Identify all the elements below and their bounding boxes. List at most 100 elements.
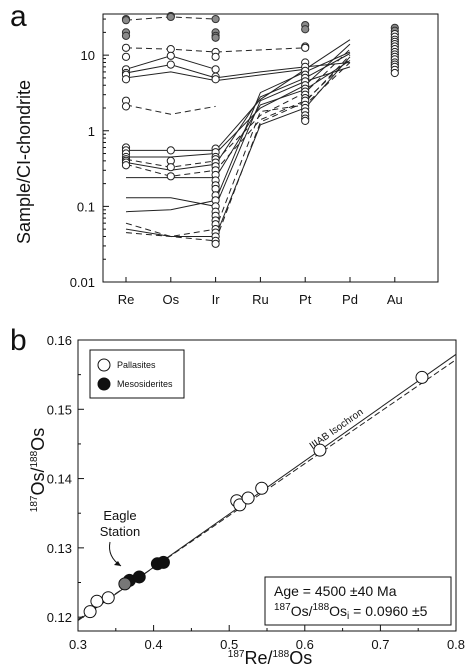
panel-a-ticks bbox=[103, 18, 396, 283]
panel-a-series-lines bbox=[125, 16, 351, 242]
panel-a-x-tick-label: Ir bbox=[212, 292, 221, 307]
panel-a-series-line bbox=[126, 39, 351, 151]
legend: Pallasites Mesosiderites bbox=[89, 349, 185, 399]
pallasite-point bbox=[241, 491, 255, 505]
panel-b-y-tick-label: 0.15 bbox=[47, 402, 72, 417]
panel-b-y-tick-label: 0.12 bbox=[47, 610, 72, 625]
initial-sup2: 188 bbox=[312, 602, 329, 613]
panel-a-point-open bbox=[211, 65, 220, 74]
panel-b-y-tick-label: 0.16 bbox=[47, 333, 72, 348]
panel-a-y-tick-label: 10 bbox=[81, 48, 95, 63]
panel-a-point-open bbox=[301, 43, 310, 52]
mesosiderite-point bbox=[132, 570, 146, 584]
legend-label-mesosiderites: Mesosiderites bbox=[117, 379, 173, 389]
pallasite-point bbox=[233, 498, 247, 512]
mesosiderite-point bbox=[156, 555, 170, 569]
y-title-base2: Os bbox=[28, 428, 48, 451]
panel-b-label: b bbox=[10, 324, 27, 357]
eagle-station-line1: Eagle bbox=[103, 508, 136, 523]
panel-a-series-line bbox=[126, 60, 351, 179]
panel-a-point-filled bbox=[121, 16, 131, 25]
panel-a-series-line bbox=[125, 48, 351, 168]
info-box-age: Age = 4500 ±40 Ma bbox=[274, 583, 397, 599]
legend-marker-filled bbox=[97, 377, 111, 391]
pallasite-point bbox=[255, 481, 269, 495]
eagle-station-annotation: Eagle Station bbox=[100, 508, 140, 567]
panel-b-y-tick-label: 0.14 bbox=[47, 472, 72, 487]
panel-a-series-line bbox=[125, 53, 351, 171]
panel-a-point-open bbox=[121, 161, 131, 170]
panel-b-points bbox=[83, 370, 429, 619]
panel-b-x-tick-label: 0.5 bbox=[220, 637, 238, 652]
panel-a-x-tick-label: Au bbox=[387, 292, 403, 307]
initial-sup1: 187 bbox=[274, 602, 291, 613]
info-box-frame bbox=[264, 576, 452, 626]
legend-label-pallasites: Pallasites bbox=[117, 360, 156, 370]
panel-b-x-tick-labels: 0.3 0.4 0.5 0.6 0.7 0.8 bbox=[69, 637, 465, 652]
panel-a-point-open bbox=[121, 43, 131, 52]
info-box-initial-ratio: 187Os/188Osi = 0.0960 ±5 bbox=[274, 602, 428, 622]
panel-a-point-open bbox=[166, 60, 175, 69]
pallasite-point bbox=[415, 370, 429, 384]
legend-marker-open bbox=[97, 358, 111, 372]
panel-a-y-tick-label: 1 bbox=[88, 124, 95, 139]
panel-a-point-filled bbox=[211, 33, 220, 42]
panel-a-point-filled bbox=[301, 25, 310, 34]
panel-a-x-tick-label: Ru bbox=[252, 292, 269, 307]
panel-a-y-tick-label: 0.1 bbox=[77, 199, 95, 214]
eagle-station-line2: Station bbox=[100, 524, 140, 539]
panel-a-x-tick-label: Re bbox=[118, 292, 135, 307]
pallasite-point bbox=[101, 591, 115, 605]
panel-a-point-open bbox=[211, 239, 220, 248]
y-title-sup2: 188 bbox=[29, 450, 40, 467]
panel-a-point-open bbox=[121, 52, 131, 61]
panel-a-point-open bbox=[166, 163, 175, 172]
panel-a-x-tick-label: Pd bbox=[342, 292, 358, 307]
panel-a-point-filled bbox=[211, 14, 220, 24]
panel-a-series-line bbox=[215, 62, 351, 79]
panel-a-series-line bbox=[125, 51, 351, 213]
panel-b-x-tick-label: 0.7 bbox=[371, 637, 389, 652]
panel-b-y-axis-title: 187Os/188Os bbox=[28, 428, 48, 512]
panel-a-point-open bbox=[166, 45, 175, 54]
x-title-sup1: 187 bbox=[228, 649, 245, 660]
panel-a-point-open bbox=[121, 75, 131, 84]
legend-box bbox=[89, 349, 185, 399]
y-title-sup1: 187 bbox=[29, 495, 40, 512]
panel-a-series-line bbox=[125, 68, 306, 82]
panel-a-series-line bbox=[125, 58, 351, 177]
panel-a-y-axis-title: Sample/CI-chondrite bbox=[14, 80, 34, 244]
panel-a-series-line bbox=[125, 47, 306, 53]
x-title-sup2: 188 bbox=[273, 649, 290, 660]
panel-b-y-tick-labels: 0.12 0.13 0.14 0.15 0.16 bbox=[47, 333, 72, 625]
eagle-station-arrow bbox=[109, 541, 122, 567]
panel-b-x-tick-label: 0.3 bbox=[69, 637, 87, 652]
pallasite-point bbox=[313, 443, 327, 457]
panel-b-x-axis-title: 187Re/188Os bbox=[228, 648, 312, 668]
panel-a-point-open bbox=[211, 75, 220, 84]
initial-base: Os bbox=[329, 603, 347, 619]
panel-a-point-open bbox=[211, 52, 220, 61]
panel-a-x-tick-label: Pt bbox=[299, 292, 312, 307]
x-title-base1: Re/ bbox=[244, 648, 272, 668]
panel-a-label: a bbox=[10, 0, 27, 33]
panel-b-x-tick-label: 0.6 bbox=[296, 637, 314, 652]
panel-a-x-tick-label: Os bbox=[162, 292, 179, 307]
panel-a-series-line bbox=[126, 43, 351, 158]
panel-a-point-open bbox=[390, 68, 399, 78]
panel-b-x-tick-label: 0.4 bbox=[145, 637, 163, 652]
eagle-station-point bbox=[118, 577, 132, 591]
initial-value: = 0.0960 ±5 bbox=[349, 603, 427, 619]
panel-a-plot-frame bbox=[102, 13, 439, 283]
panel-a-series-line bbox=[126, 66, 351, 207]
pallasite-point bbox=[83, 605, 97, 619]
panel-a-point-open bbox=[166, 51, 175, 60]
y-title-base1: Os/ bbox=[28, 468, 48, 496]
initial-mid: Os/ bbox=[291, 603, 313, 619]
panel-a-y-tick-labels: 0.01 0.1 1 10 bbox=[70, 48, 95, 290]
eagle-station-arrowhead bbox=[114, 561, 121, 566]
panel-b-x-tick-label: 0.8 bbox=[447, 637, 465, 652]
panel-a-point-filled bbox=[166, 12, 175, 22]
